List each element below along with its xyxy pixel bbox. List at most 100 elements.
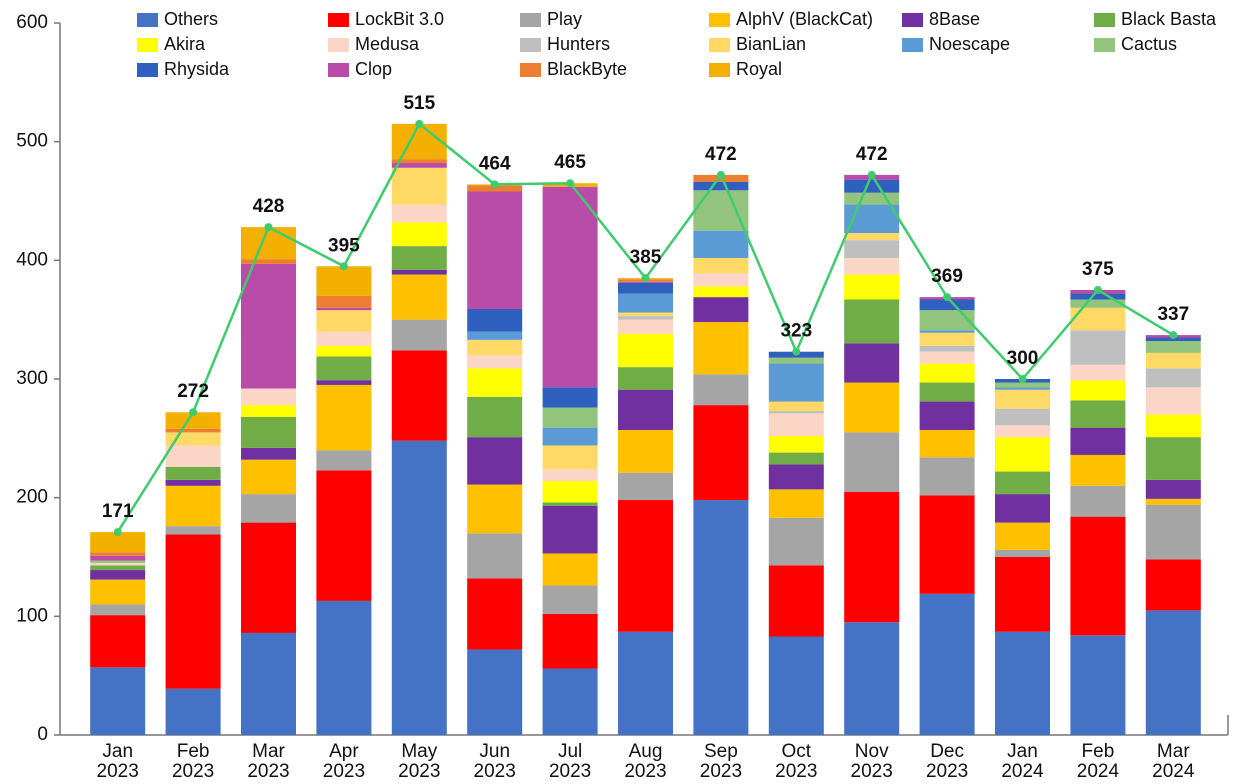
bar-segment [693,374,749,406]
bar-segment [995,387,1050,390]
x-tick-line: Jul [558,741,582,762]
bar-segment [1145,368,1201,388]
x-tick-line: Apr [329,741,359,762]
bar-segment [618,472,673,501]
bar-segment [316,356,372,381]
x-tick-label: Feb 2024 [1077,741,1120,782]
bar-segment [1070,330,1126,365]
bar-segment [844,622,900,735]
bar-segment [768,401,824,412]
bar-segment [241,416,296,448]
bar-segment [391,319,447,351]
total-point [641,274,650,283]
legend-swatch [902,38,923,52]
bar-segment [919,593,975,735]
bar-segment [90,560,146,563]
bar-segment [165,526,221,535]
x-tick-line: 2023 [172,761,214,782]
bar-segment [995,549,1050,557]
legend-swatch [709,63,730,77]
x-tick-line: 2024 [1001,761,1044,782]
legend-label: BianLian [736,34,806,54]
x-tick-line: 2023 [247,761,289,782]
bar-segment [316,331,372,346]
bar-segment [919,310,975,331]
bar-segment [467,308,523,332]
x-tick-line: Feb [177,741,210,762]
bar-segment [467,331,523,340]
bar-segment [467,533,523,579]
total-label: 464 [479,153,511,174]
bar-segment [165,428,221,433]
legend-label: 8Base [929,9,980,29]
bar-segment [693,190,749,231]
bar-segment [542,668,598,735]
bar-segment [467,396,523,438]
y-tick-label: 600 [16,12,48,33]
bar-segment [467,578,523,650]
bar-segment [542,505,598,554]
bar-segment [1070,293,1126,300]
bar-segment [1145,414,1201,438]
bar-segment [693,230,749,258]
legend-label: Royal [736,59,782,79]
bar-segment [90,570,146,580]
x-tick-line: 2024 [1152,761,1195,782]
bar-segment [90,562,146,566]
bar-segment [768,636,824,735]
bar-segment [1070,454,1126,486]
bar-segment [241,227,296,260]
x-tick-label: Aug 2023 [624,741,666,782]
x-tick-line: Jan [1007,741,1038,762]
x-tick-line: 2023 [700,761,742,782]
bar-segment [241,447,296,460]
total-point [339,262,348,271]
x-tick-line: 2024 [1077,761,1120,782]
bar-segment [1145,559,1201,611]
bar-segment [844,274,900,300]
total-point [867,170,876,179]
x-tick-label: Mar 2023 [247,741,289,782]
bar-segment [1145,479,1201,499]
legend-swatch [709,13,730,27]
y-tick-label: 200 [16,487,48,508]
bar-segment [693,322,749,375]
x-tick-line: 2023 [926,761,968,782]
bar-segment [919,299,975,311]
bar-segment [467,437,523,485]
bar-segment [316,307,372,311]
bar-segment [919,332,975,346]
bar-segment [241,405,296,417]
bar-segment [1070,307,1126,331]
bar-segment [1145,341,1201,353]
total-label: 369 [931,266,963,287]
bar-segment [693,500,749,735]
legend-label: Cactus [1121,34,1177,54]
bar-segment [844,491,900,623]
bar-segment [316,600,372,735]
total-point [113,528,122,537]
total-point [1093,286,1102,294]
bar-segment [391,159,447,164]
legend-swatch [1094,13,1115,27]
x-tick-line: May [401,741,437,762]
bar-segment [542,469,598,482]
legend-label: Hunters [547,34,610,54]
bar-segment [391,246,447,270]
bar-segment [618,333,673,368]
bar-segment [542,427,598,446]
bar-segment [90,579,146,605]
x-tick-line: Mar [1157,741,1190,762]
bar-segment [391,123,447,160]
bar-segment [391,222,447,247]
bar-segment [165,412,221,429]
bar-segment [542,445,598,470]
legend-label: Akira [164,34,206,54]
bar-segment [693,286,749,298]
bar-segment [165,688,221,735]
bar-segment [542,186,598,388]
bar-segment [1070,427,1126,455]
bar-segment [618,293,673,313]
total-point [943,293,952,302]
total-label: 337 [1157,304,1189,325]
